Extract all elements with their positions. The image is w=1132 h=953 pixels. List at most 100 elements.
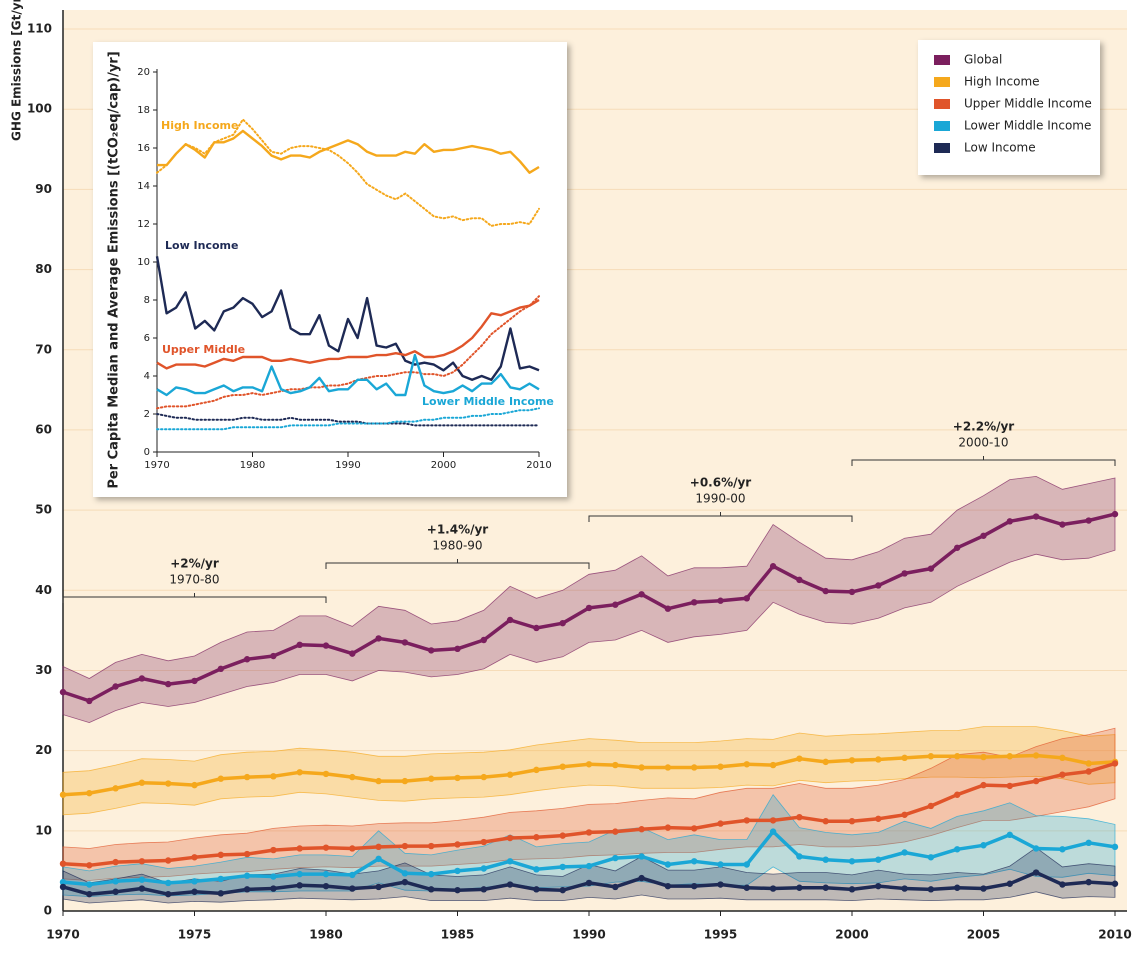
data-point [901,885,908,892]
data-point [664,861,672,868]
data-point [165,879,172,887]
x-tick-label: 1995 [704,928,737,942]
data-point [138,858,146,865]
data-point [1111,843,1119,851]
data-point [506,834,514,842]
data-point [901,754,908,762]
data-point [875,815,882,822]
data-point [506,881,514,888]
data-point [454,645,461,653]
y-tick-label: 10 [137,257,150,268]
data-point [822,884,829,891]
growth-rate: +1.4%/yr [427,523,489,537]
data-point [454,867,461,875]
data-point [1111,510,1119,518]
data-point [401,842,409,850]
data-point [954,791,961,798]
data-point [822,758,829,766]
data-point [954,753,961,760]
legend-swatch [934,121,950,131]
legend-label: Lower Middle Income [964,119,1091,133]
data-point [954,544,961,551]
data-point [112,888,119,895]
data-point [243,872,251,879]
period-bracket [588,512,853,522]
data-point [217,875,224,883]
data-point [533,766,540,774]
data-point [86,881,93,888]
data-point [980,885,987,892]
x-tick-label: 1985 [441,928,474,942]
period-label: 1990-00 [695,492,745,506]
data-point [901,570,908,577]
data-point [927,854,935,861]
data-point [112,878,119,885]
data-point [191,781,198,789]
data-point [322,844,330,851]
data-point [59,883,67,891]
x-tick-label: 2000 [431,460,456,471]
data-point [270,885,277,892]
data-point [401,639,409,646]
data-point [138,675,146,682]
data-point [901,849,908,856]
inset-chart: 0 2 4 6 8 10 12 14 16 18 20 1970 1980 1990 2000 2010 Per… [93,42,567,497]
data-point [743,595,750,602]
data-point [848,588,856,596]
data-point [480,886,487,893]
legend-swatch [934,143,950,153]
data-point [585,604,593,612]
data-point [1085,878,1092,886]
period-label: 1970-80 [169,573,219,587]
series-label: Low Income [165,239,238,252]
data-point [585,761,593,768]
data-point [428,870,435,878]
data-point [1085,760,1092,767]
data-point [638,874,645,882]
data-point [375,883,382,891]
data-point [454,886,461,894]
data-point [901,811,908,818]
data-point [664,882,672,890]
data-point [1085,768,1092,775]
data-point [401,777,409,785]
data-point [217,665,224,673]
data-point [243,850,251,858]
growth-rate: +0.6%/yr [690,476,752,490]
median-line [156,298,540,370]
data-point [270,873,277,880]
data-point [638,853,645,860]
data-point [270,846,277,854]
data-point [165,780,172,787]
data-point [927,802,935,810]
data-point [533,886,540,893]
data-point [927,886,935,893]
data-point [533,834,540,841]
data-point [717,763,724,770]
data-point [848,886,856,893]
data-point [59,878,67,886]
y-tick-label: 18 [137,105,150,116]
data-point [691,599,698,606]
data-point [585,879,593,887]
data-point [322,770,330,778]
data-point [980,842,987,849]
data-point [59,860,67,867]
data-point [769,761,777,769]
data-point [1032,513,1040,520]
data-point [112,785,119,792]
data-point [533,624,540,632]
data-point [822,587,829,595]
data-point [796,853,803,860]
data-point [875,756,882,763]
series-label: High Income [161,119,238,132]
x-tick-label: 2000 [835,928,868,942]
data-point [796,813,803,821]
data-point [296,870,303,878]
data-point [848,818,856,825]
data-point [1111,880,1119,887]
data-point [296,882,303,889]
y-axis-title: GHG Emissions [Gt/yr] [10,0,24,141]
data-point [375,843,382,851]
y-tick-label: 14 [137,181,150,192]
